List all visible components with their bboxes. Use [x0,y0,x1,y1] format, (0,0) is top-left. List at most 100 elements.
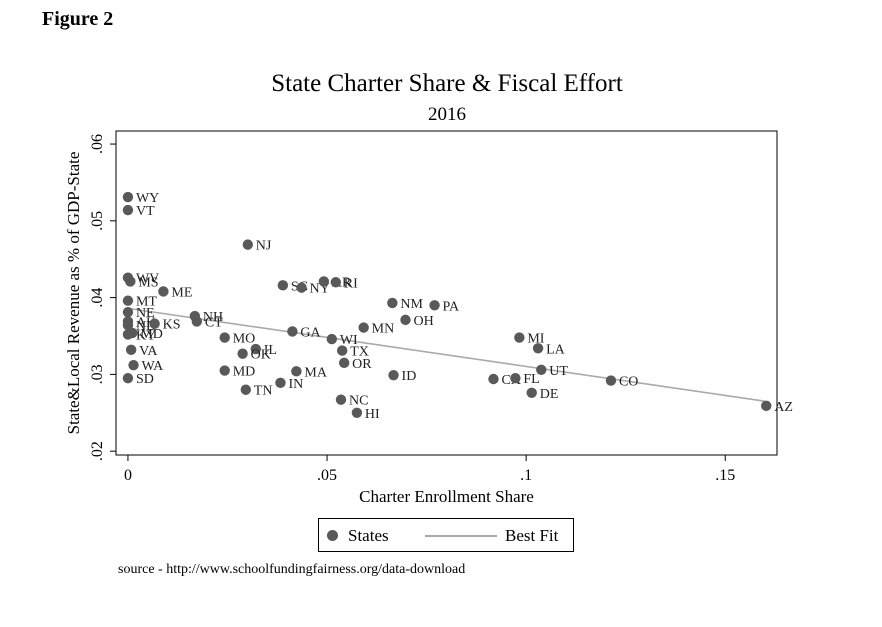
legend-states-label: States [348,526,389,545]
point-label: KY [136,328,156,343]
point-label: MD [140,327,163,342]
data-point [219,365,230,376]
data-point [125,344,137,356]
point-label: UT [549,364,568,379]
point-label: AZ [774,400,793,415]
data-point [330,277,342,288]
chart-subtitle: 2016 [428,104,466,125]
source-note: source - http://www.schoolfundingfairnes… [118,562,466,577]
point-label: MA [304,365,327,380]
data-point [125,276,136,287]
data-point [318,276,330,287]
point-label: NE [136,306,155,321]
figure-label: Figure 2 [42,8,114,30]
point-label: DE [540,387,559,402]
y-tick-label: .04 [89,288,106,308]
point-label: OR [352,357,372,372]
point-label: TN [254,384,273,399]
data-point [277,280,289,291]
point-label: GA [300,325,321,340]
data-point [240,384,252,395]
y-tick-label: .05 [89,211,106,231]
point-label: OH [413,314,433,329]
data-point [488,373,499,385]
point-label: CT [205,315,223,330]
data-point [158,286,169,297]
point-label: IN [288,377,303,392]
data-point [250,343,261,355]
point-label: MS [138,275,158,290]
data-point [296,282,307,293]
point-label: ID [402,369,417,384]
point-label: LA [546,342,566,357]
legend-fit-label: Best Fit [505,526,559,545]
y-axis-label: State&Local Revenue as % of GDP-State [64,152,83,435]
data-point [291,366,302,377]
point-label: MI [527,332,544,347]
point-label: HI [365,407,380,422]
data-point [122,320,134,331]
data-point [237,348,248,359]
point-label: PA [443,299,461,314]
data-point [387,297,398,309]
x-tick-label: 0 [124,467,132,484]
x-tick-label: .15 [715,467,735,484]
legend: States Best Fit [318,518,574,552]
chart-title: State Charter Share & Fiscal Effort [271,70,623,97]
point-label: NH [203,310,223,325]
x-tick-label: .05 [317,467,337,484]
data-point [351,407,363,418]
data-point [358,322,369,333]
data-point [275,377,286,389]
point-label: VT [136,204,155,219]
point-label: NC [349,394,368,409]
data-point [287,326,298,337]
point-label: SD [136,372,154,387]
data-point [149,318,160,329]
data-point [429,300,440,311]
best-fit-line [127,307,766,403]
data-point [122,295,134,306]
data-point [122,373,134,384]
x-axis-label: Charter Enrollment Share [359,487,534,506]
point-label: WI [340,333,358,348]
data-point [335,394,347,405]
data-point [338,357,350,369]
point-label: NM [400,297,423,312]
data-point [761,400,772,412]
data-point [510,373,521,384]
point-label: TX [350,345,369,360]
data-point [122,191,134,203]
point-label: WV [136,272,159,287]
data-point [605,375,617,386]
point-label: IL [264,343,277,358]
point-label: WY [136,191,159,206]
data-point [122,204,134,216]
point-label: KS [163,318,181,333]
y-tick-label: .02 [89,441,106,461]
point-label: MN [372,322,395,337]
data-point [128,359,139,371]
data-point [536,364,547,375]
x-tick-label: .1 [520,467,532,484]
point-label: MT [136,295,157,310]
data-point [532,343,544,354]
point-label: WA [142,359,165,374]
y-tick-label: .06 [89,134,106,154]
data-point [122,306,134,318]
data-point [219,332,230,343]
point-label: RI [344,276,358,291]
point-label: FL [523,372,539,387]
plot-frame [115,130,778,456]
point-label: VA [139,344,158,359]
data-point [526,387,537,399]
data-point [400,314,411,326]
data-point [191,316,203,327]
point-label: MO [233,332,256,347]
legend-states-marker [327,530,338,541]
data-point [336,345,348,356]
point-label: MD [233,365,256,380]
data-point [388,369,399,381]
